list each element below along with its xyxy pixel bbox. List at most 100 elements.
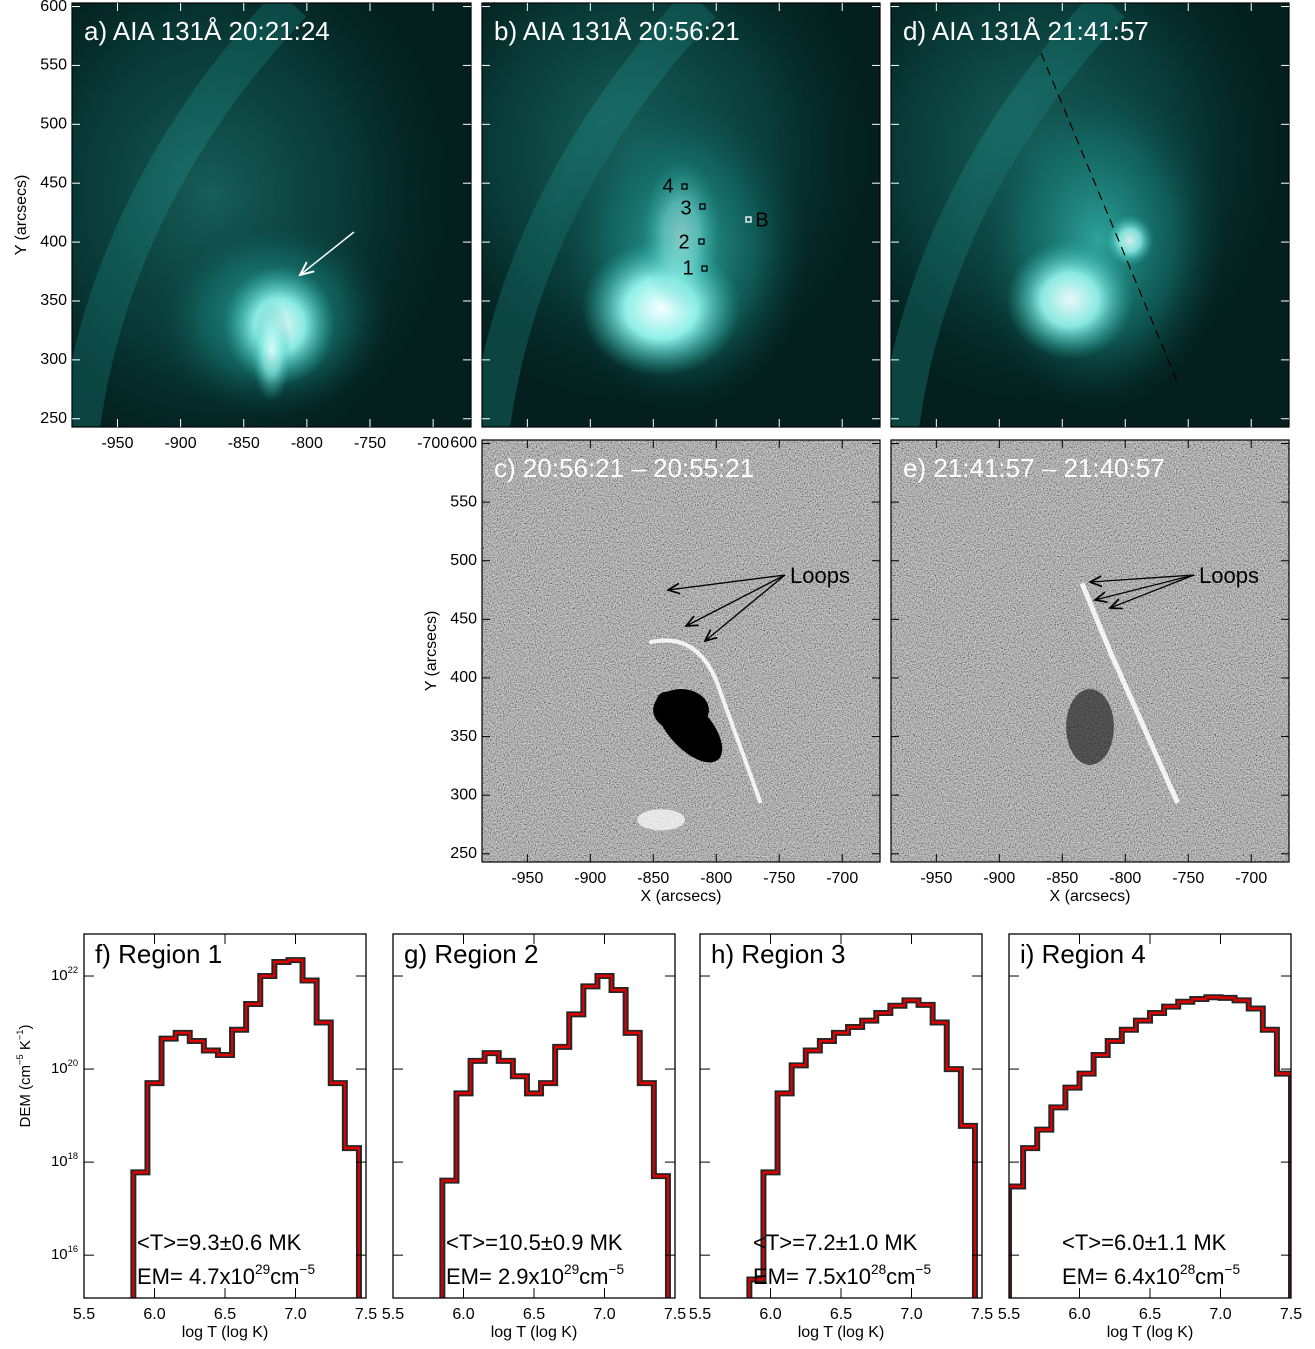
arrow: [1110, 574, 1195, 608]
x-tick-label: -850: [637, 870, 669, 887]
x-tick-label: -900: [165, 435, 197, 452]
y-tick-label-part: 10: [51, 1153, 68, 1170]
plot-area: [746, 997, 978, 1298]
step-outline: [746, 997, 978, 1298]
cut-line: [1040, 52, 1180, 387]
annotation-part: 28: [1180, 1262, 1195, 1277]
x-tick-label: 7.0: [593, 1306, 615, 1323]
bright-loop: [1079, 582, 1180, 804]
frame: [71, 2, 472, 428]
y-axis-label-part: K: [17, 1040, 34, 1054]
dark-region: [653, 688, 709, 732]
annotation-part: EM= 7.5x10: [753, 1264, 871, 1289]
frame: [890, 439, 1290, 863]
region-label: 3: [680, 197, 691, 219]
annotation-part: 29: [564, 1262, 579, 1277]
x-tick-label: 7.0: [900, 1306, 922, 1323]
x-tick-label: -950: [920, 870, 952, 887]
annotation: Loops: [790, 563, 850, 588]
emission: [1105, 215, 1154, 266]
y-axis-label: DEM (cm−5 K−1): [15, 1025, 34, 1128]
x-tick-label: -950: [101, 435, 133, 452]
panel-title: b) AIA 131Å 20:56:21: [494, 16, 740, 46]
y-tick-label: 500: [450, 552, 477, 569]
step-outline: [1009, 994, 1291, 1298]
annotation-part: −5: [300, 1262, 316, 1277]
y-tick-label-part: 22: [68, 965, 78, 975]
region-box: [699, 203, 706, 210]
x-tick-label: 5.5: [689, 1306, 711, 1323]
frame: [481, 439, 881, 863]
x-tick-label: 6.5: [1139, 1306, 1161, 1323]
y-axis-label-part: −1: [15, 1030, 25, 1041]
x-tick-label: -850: [1046, 870, 1078, 887]
emission: [970, 70, 1226, 411]
annotation: <T>=6.0±1.1 MK: [1062, 1230, 1227, 1255]
arrow: [668, 574, 786, 590]
annotation-part: cm: [1195, 1264, 1224, 1289]
x-tick-label: 5.5: [998, 1306, 1020, 1323]
x-tick-label: -950: [511, 870, 543, 887]
annotation: EM= 7.5x1028cm−5: [753, 1262, 931, 1289]
annotation-part: 28: [871, 1262, 886, 1277]
annotation-part: EM= 6.4x10: [1062, 1264, 1180, 1289]
y-tick-label: 450: [40, 174, 67, 191]
y-tick-label: 600: [450, 435, 477, 452]
annotation: <T>=9.3±0.6 MK: [137, 1230, 302, 1255]
emission: [641, 159, 721, 313]
frame: [890, 2, 1290, 428]
image: [891, 440, 1289, 862]
plot-area: [1009, 994, 1291, 1298]
y-tick-label-part: 10: [51, 1246, 68, 1263]
x-axis-label: log T (log K): [798, 1324, 885, 1341]
x-tick-label: 6.0: [759, 1306, 781, 1323]
arrow: [1095, 574, 1195, 600]
arrow: [300, 231, 355, 275]
y-tick-label-part: 18: [68, 1152, 78, 1162]
annotation: <T>=10.5±0.9 MK: [446, 1230, 623, 1255]
annotation-part: EM= 2.9x10: [446, 1264, 564, 1289]
panel-title: f) Region 1: [95, 939, 222, 969]
x-axis-label: X (arcsecs): [1050, 888, 1131, 905]
panel-title: i) Region 4: [1020, 939, 1146, 969]
y-tick-label-part: 10: [51, 967, 68, 984]
region-label: 4: [662, 175, 673, 197]
x-tick-label: 5.5: [73, 1306, 95, 1323]
x-tick-label: -750: [354, 435, 386, 452]
y-tick-label: 1016: [51, 1245, 78, 1264]
x-tick-label: 6.5: [830, 1306, 852, 1323]
region-label: B: [755, 209, 768, 231]
arrow: [1090, 574, 1195, 582]
y-tick-label: 1022: [51, 965, 78, 984]
x-tick-label: 6.0: [143, 1306, 165, 1323]
step-connector: [1009, 996, 1291, 1298]
annotation-part: EM= 4.7x10: [137, 1264, 255, 1289]
y-axis-label-part: −5: [15, 1054, 25, 1065]
y-tick-label: 300: [40, 351, 67, 368]
annotation: EM= 2.9x1029cm−5: [446, 1262, 624, 1289]
annotation-part: −5: [1225, 1262, 1241, 1277]
annotation: EM= 4.7x1029cm−5: [137, 1262, 315, 1289]
annotation-part: −5: [609, 1262, 625, 1277]
annotation-part: cm: [579, 1264, 608, 1289]
panel-title: g) Region 2: [404, 939, 538, 969]
x-tick-label: 6.5: [523, 1306, 545, 1323]
y-axis-label: Y (arcsecs): [423, 611, 440, 692]
emission: [251, 299, 292, 402]
arrow: [705, 574, 786, 641]
y-tick-label: 550: [450, 493, 477, 510]
region-box: [698, 238, 705, 245]
region-box: [701, 265, 708, 272]
arrow: [686, 574, 786, 626]
x-axis-label: log T (log K): [182, 1324, 269, 1341]
y-tick-label: 250: [40, 410, 67, 427]
y-tick-label: 550: [40, 57, 67, 74]
mixed-region: [1066, 688, 1114, 765]
panel-title: a) AIA 131Å 20:21:24: [84, 16, 330, 46]
x-tick-label: 6.5: [214, 1306, 236, 1323]
x-tick-label: -900: [574, 870, 606, 887]
x-tick-label: 7.5: [1280, 1306, 1302, 1323]
noise: [891, 440, 1289, 862]
image: [72, 3, 471, 427]
